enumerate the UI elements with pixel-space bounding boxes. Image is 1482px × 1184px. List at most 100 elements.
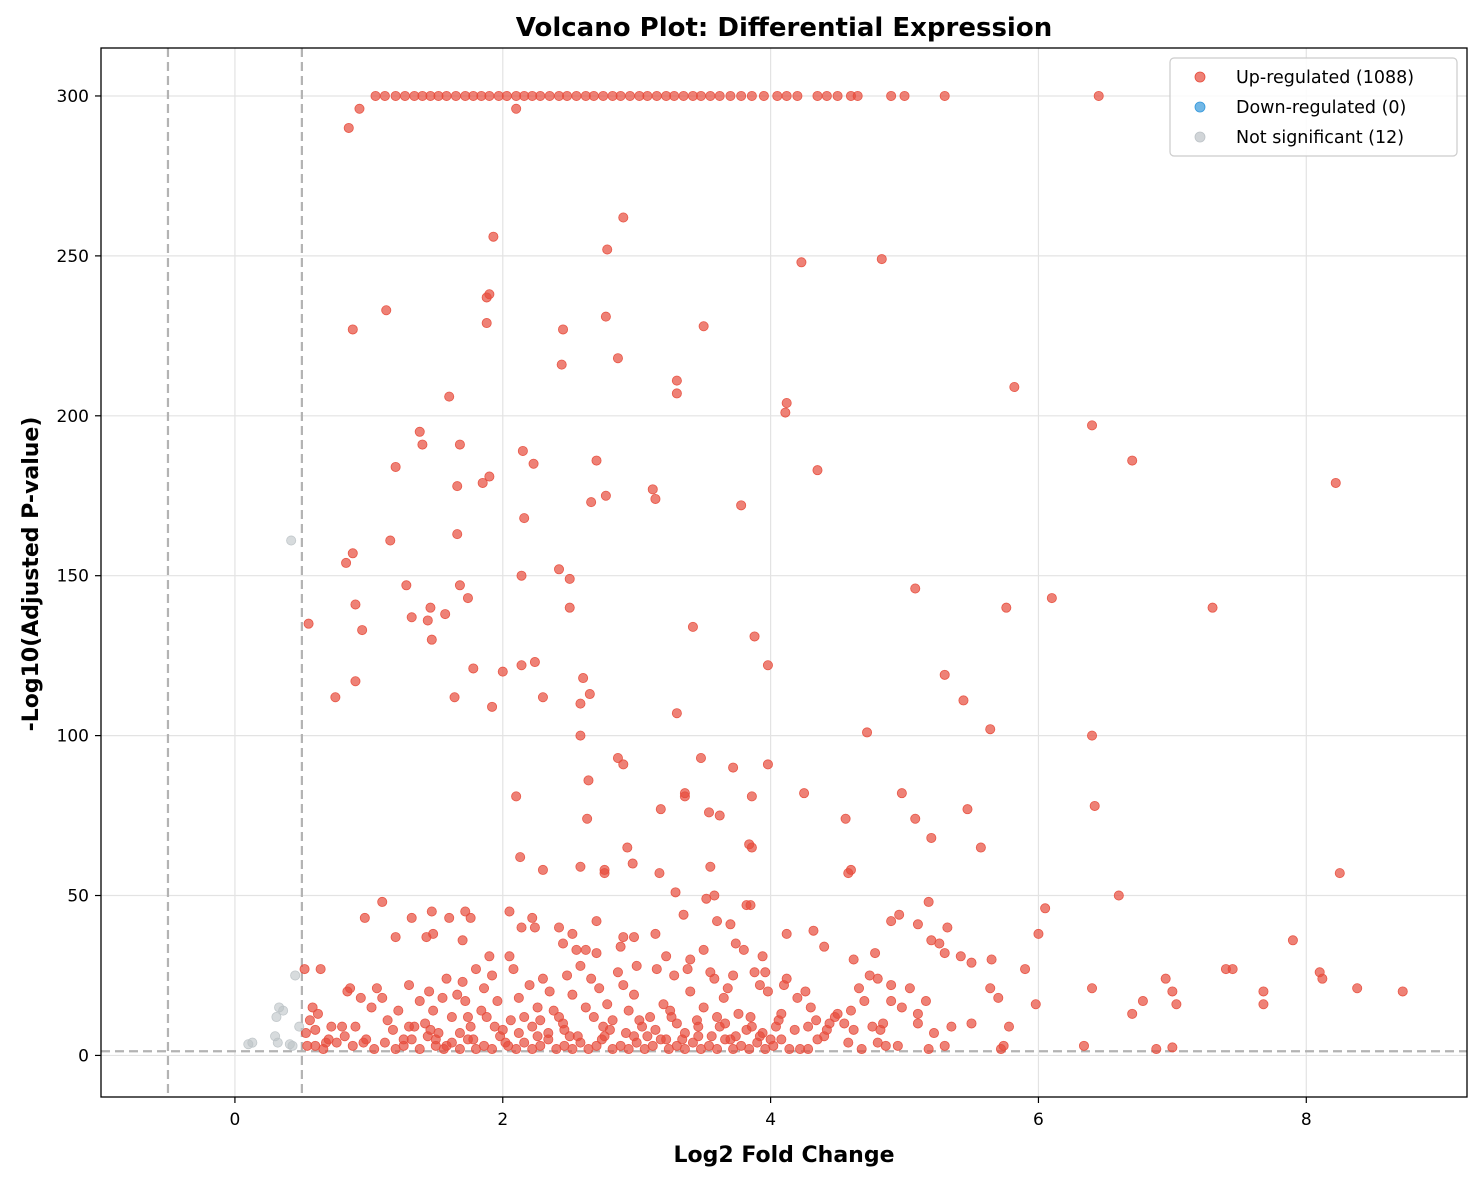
data-point bbox=[414, 426, 425, 437]
data-point bbox=[562, 970, 573, 981]
data-point bbox=[1046, 593, 1057, 604]
data-point bbox=[698, 944, 709, 955]
data-point bbox=[465, 1021, 476, 1032]
data-point bbox=[886, 980, 897, 991]
data-point bbox=[337, 1021, 348, 1032]
data-point bbox=[446, 1012, 457, 1023]
data-point bbox=[1093, 90, 1104, 101]
x-tick-label: 8 bbox=[1301, 1110, 1312, 1130]
legend-marker bbox=[1194, 131, 1206, 143]
data-point bbox=[799, 788, 810, 799]
data-point bbox=[516, 660, 527, 671]
data-point bbox=[762, 660, 773, 671]
data-point bbox=[554, 1012, 565, 1023]
data-point bbox=[920, 996, 931, 1007]
data-point bbox=[812, 90, 823, 101]
legend-label: Down-regulated (0) bbox=[1236, 98, 1406, 118]
data-point bbox=[511, 791, 522, 802]
data-point bbox=[942, 922, 953, 933]
data-point bbox=[307, 1002, 318, 1013]
data-point bbox=[441, 90, 452, 101]
data-point bbox=[599, 864, 610, 875]
x-tick-label: 0 bbox=[230, 1110, 241, 1130]
data-point bbox=[358, 1037, 369, 1048]
data-point bbox=[444, 912, 455, 923]
plot-frame bbox=[100, 47, 1468, 1098]
x-tick-label: 2 bbox=[497, 1110, 508, 1130]
data-point bbox=[746, 1021, 757, 1032]
threshold-lines bbox=[101, 48, 1467, 1097]
data-point bbox=[693, 1021, 704, 1032]
data-point bbox=[746, 791, 757, 802]
data-point bbox=[580, 1002, 591, 1013]
data-point bbox=[705, 967, 716, 978]
data-point bbox=[350, 599, 361, 610]
data-point bbox=[398, 1040, 409, 1051]
data-point bbox=[647, 1040, 658, 1051]
data-point bbox=[618, 932, 629, 943]
data-point bbox=[454, 1044, 465, 1055]
data-point bbox=[926, 832, 937, 843]
data-point bbox=[310, 1024, 321, 1035]
data-point bbox=[564, 1031, 575, 1042]
axis-ticks: 0 2 4 6 8 0 50 100 150 200 250 300 bbox=[57, 87, 1312, 1130]
data-point bbox=[805, 1002, 816, 1013]
data-point bbox=[762, 986, 773, 997]
data-point bbox=[671, 388, 682, 399]
data-point bbox=[500, 1037, 511, 1048]
y-tick-label: 0 bbox=[78, 1046, 89, 1066]
data-point bbox=[923, 896, 934, 907]
data-point bbox=[985, 724, 996, 735]
data-points bbox=[243, 90, 1408, 1055]
data-point bbox=[612, 353, 623, 364]
data-point bbox=[513, 1028, 524, 1039]
data-point bbox=[1009, 382, 1020, 393]
data-point bbox=[669, 970, 680, 981]
data-point bbox=[318, 1044, 329, 1055]
data-point bbox=[430, 1034, 441, 1045]
data-point bbox=[733, 1008, 744, 1019]
data-point bbox=[612, 752, 623, 763]
data-point bbox=[651, 964, 662, 975]
data-point bbox=[426, 906, 437, 917]
data-point bbox=[505, 1015, 516, 1026]
data-point bbox=[998, 1040, 1009, 1051]
data-point bbox=[422, 615, 433, 626]
data-point bbox=[377, 896, 388, 907]
data-point bbox=[894, 909, 905, 920]
data-point bbox=[843, 1037, 854, 1048]
data-point bbox=[339, 1031, 350, 1042]
data-point bbox=[754, 980, 765, 991]
data-point bbox=[714, 810, 725, 821]
data-point bbox=[658, 999, 669, 1010]
data-point bbox=[650, 1024, 661, 1035]
data-point bbox=[712, 1044, 723, 1055]
data-point bbox=[516, 570, 527, 581]
data-point bbox=[426, 634, 437, 645]
data-point bbox=[1334, 868, 1345, 879]
data-point bbox=[631, 960, 642, 971]
data-point bbox=[803, 1021, 814, 1032]
data-point bbox=[390, 461, 401, 472]
data-point bbox=[839, 1018, 850, 1029]
data-point bbox=[537, 973, 548, 984]
data-point bbox=[714, 90, 725, 101]
data-point bbox=[575, 960, 586, 971]
data-point bbox=[602, 244, 613, 255]
data-point bbox=[1089, 800, 1100, 811]
data-point bbox=[852, 90, 863, 101]
data-point bbox=[923, 1044, 934, 1055]
data-point bbox=[912, 919, 923, 930]
data-point bbox=[440, 609, 451, 620]
data-point bbox=[529, 922, 540, 933]
data-point bbox=[567, 989, 578, 1000]
data-point bbox=[730, 938, 741, 949]
data-point bbox=[712, 1012, 723, 1023]
data-point bbox=[524, 980, 535, 991]
data-point bbox=[543, 1028, 554, 1039]
data-point bbox=[687, 621, 698, 632]
data-point bbox=[746, 90, 757, 101]
data-point bbox=[634, 1015, 645, 1026]
data-point bbox=[880, 1040, 891, 1051]
data-point bbox=[406, 612, 417, 623]
